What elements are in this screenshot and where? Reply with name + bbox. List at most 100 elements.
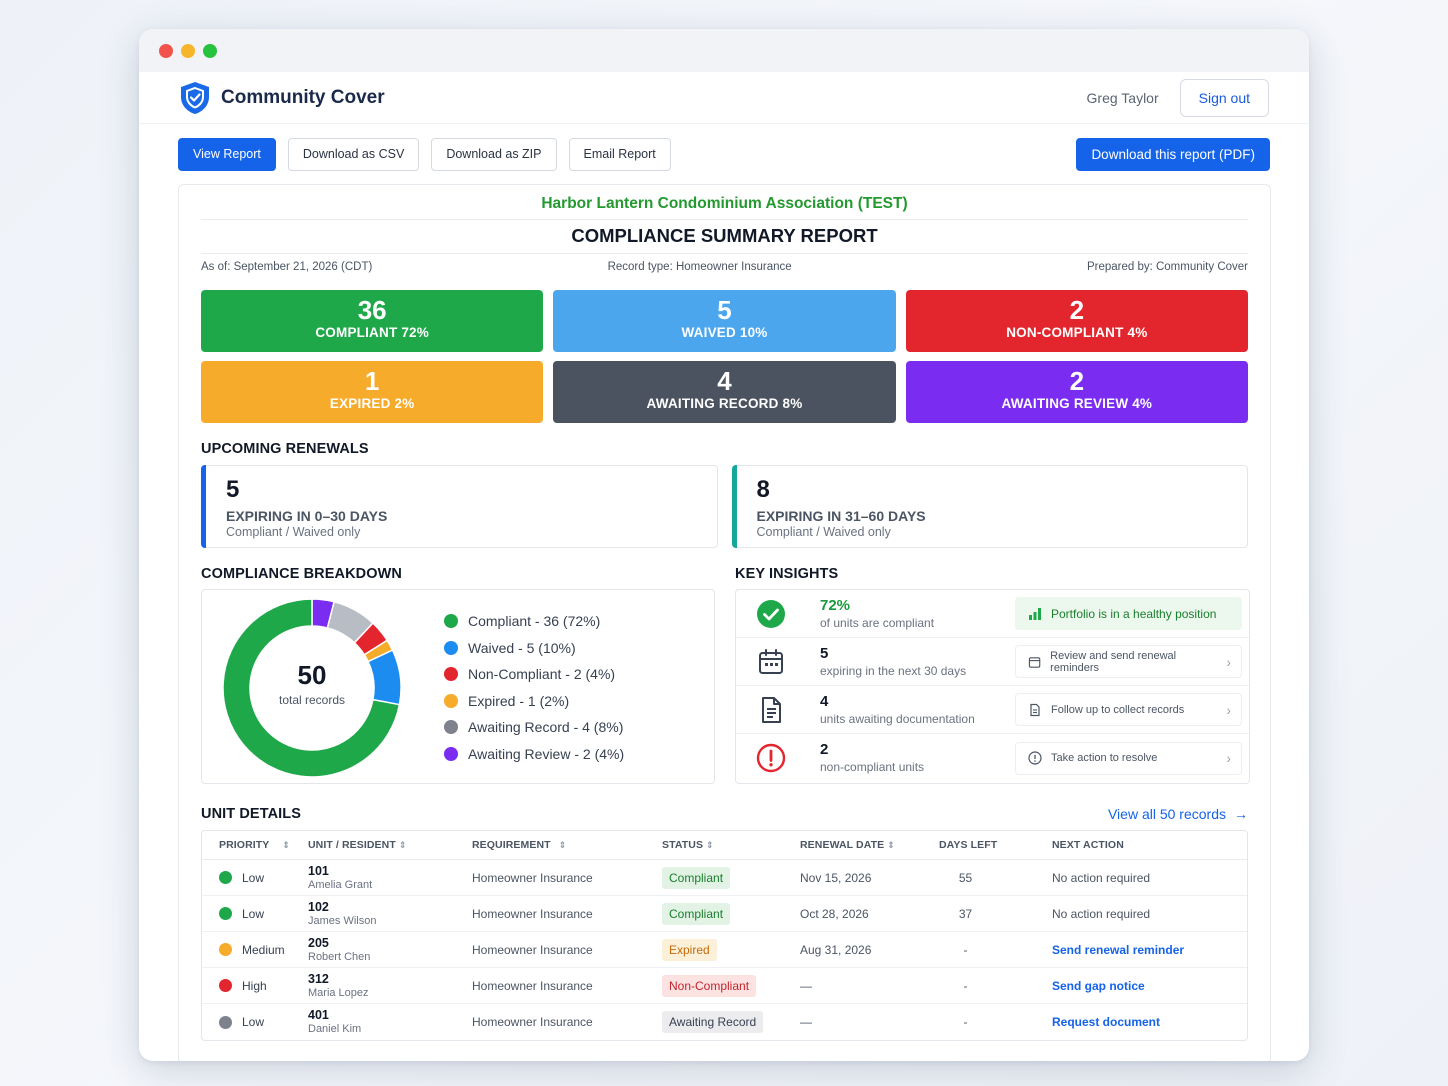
insight-desc: units awaiting documentation: [820, 711, 975, 726]
document-icon: [1030, 703, 1040, 716]
report-panel: Harbor Lantern Condominium Association (…: [178, 184, 1271, 1061]
priority-dot: [219, 907, 232, 920]
renewal-count: 5: [226, 476, 240, 503]
close-window-button[interactable]: [159, 43, 173, 58]
legend-label: Expired - 1 (2%): [468, 692, 570, 709]
legend-item: Waived - 5 (10%): [444, 635, 624, 662]
col-priority[interactable]: PRIORITY ⇕: [202, 839, 308, 851]
follow-up-records-button[interactable]: Follow up to collect records ›: [1015, 693, 1242, 726]
breakdown-card: 50 total records Compliant - 36 (72%) Wa…: [201, 589, 715, 784]
renewal-date: —: [800, 1015, 812, 1029]
unit-number: 401: [308, 1008, 329, 1022]
email-report-button[interactable]: Email Report: [568, 137, 671, 171]
send-renewal-reminder-link[interactable]: Send renewal reminder: [1052, 942, 1185, 957]
app-window: Community Cover Greg Taylor Sign out Vie…: [139, 29, 1309, 1061]
legend-item: Non-Compliant - 2 (4%): [444, 661, 624, 688]
table-row[interactable]: Low 102 James Wilson Homeowner Insurance …: [202, 896, 1247, 932]
table-row[interactable]: High 312 Maria Lopez Homeowner Insurance …: [202, 968, 1247, 1004]
stat-value: 4: [717, 366, 732, 396]
brand[interactable]: Community Cover: [179, 81, 385, 115]
legend-label: Awaiting Record - 4 (8%): [468, 719, 624, 736]
table-row[interactable]: Low 101 Amelia Grant Homeowner Insurance …: [202, 860, 1247, 896]
col-label: PRIORITY: [219, 839, 270, 851]
stat-awaiting-record[interactable]: 4 AWAITING RECORD 8%: [553, 361, 896, 423]
col-unit[interactable]: UNIT / RESIDENT ⇕: [308, 839, 472, 851]
legend-swatch: [444, 746, 458, 761]
insight-healthy-status: Portfolio is in a healthy position: [1015, 597, 1242, 630]
unit-details-header: UNIT DETAILS View all 50 records →: [201, 806, 1248, 822]
breakdown-legend: Compliant - 36 (72%) Waived - 5 (10%) No…: [444, 608, 624, 767]
col-label: RENEWAL DATE: [800, 839, 885, 851]
take-action-button[interactable]: Take action to resolve ›: [1015, 741, 1242, 775]
bar-chart-icon: [1029, 607, 1041, 620]
stat-expired[interactable]: 1 EXPIRED 2%: [201, 361, 544, 423]
maximize-window-button[interactable]: [203, 43, 217, 58]
legend-swatch: [444, 614, 458, 629]
renewal-date: Aug 31, 2026: [800, 942, 872, 957]
unit-details-table: PRIORITY ⇕ UNIT / RESIDENT ⇕ REQUIREMENT ⇕ …: [201, 830, 1248, 1041]
col-requirement[interactable]: REQUIREMENT ⇕: [472, 839, 662, 851]
download-pdf-button[interactable]: Download this report (PDF): [1076, 137, 1270, 171]
download-csv-button[interactable]: Download as CSV: [287, 137, 420, 171]
sign-out-button[interactable]: Sign out: [1179, 78, 1269, 117]
prepared-by: Prepared by: Community Cover: [1086, 261, 1248, 273]
sort-icon: ⇕: [706, 840, 714, 850]
priority-label: Medium: [242, 942, 285, 957]
col-days-left: DAYS LEFT: [939, 839, 1052, 851]
renewals-row: 5 EXPIRING IN 0–30 DAYS Compliant / Waiv…: [201, 465, 1248, 548]
table-row[interactable]: Medium 205 Robert Chen Homeowner Insuranc…: [202, 932, 1247, 968]
resident-name: Daniel Kim: [308, 1023, 362, 1035]
stat-label: AWAITING REVIEW 4%: [1001, 396, 1153, 411]
view-report-button[interactable]: View Report: [178, 137, 276, 171]
donut-total: 50: [297, 660, 327, 690]
col-label: STATUS: [662, 839, 704, 851]
renewal-card-31-60[interactable]: 8 EXPIRING IN 31–60 DAYS Compliant / Wai…: [731, 465, 1248, 548]
breakdown-insights-row: COMPLIANCE BREAKDOWN 50 total records Co…: [201, 566, 1250, 784]
legend-swatch: [444, 640, 458, 655]
request-document-link[interactable]: Request document: [1052, 1015, 1161, 1029]
download-zip-button[interactable]: Download as ZIP: [431, 137, 557, 171]
stat-awaiting-review[interactable]: 2 AWAITING REVIEW 4%: [905, 361, 1248, 423]
breakdown-section: COMPLIANCE BREAKDOWN 50 total records Co…: [201, 566, 715, 784]
renewal-card-0-30[interactable]: 5 EXPIRING IN 0–30 DAYS Compliant / Waiv…: [201, 465, 718, 548]
view-all-records-link[interactable]: View all 50 records →: [1108, 806, 1248, 822]
insight-action-label: Follow up to collect records: [1051, 703, 1185, 716]
requirement: Homeowner Insurance: [472, 870, 593, 885]
col-status[interactable]: STATUS ⇕: [662, 839, 800, 851]
insight-value: 2: [820, 741, 829, 758]
donut-slice-compliant[interactable]: [222, 598, 401, 778]
report-meta: As of: September 21, 2026 (CDT) Record t…: [201, 254, 1248, 290]
stat-non-compliant[interactable]: 2 NON-COMPLIANT 4%: [905, 290, 1248, 352]
review-renewal-reminders-button[interactable]: Review and send renewal reminders ›: [1015, 645, 1242, 678]
minimize-window-button[interactable]: [181, 43, 195, 58]
insights-card: 72% of units are compliant Portfolio is …: [735, 589, 1250, 784]
stat-label: WAIVED 10%: [681, 325, 768, 340]
legend-label: Awaiting Review - 2 (4%): [468, 745, 625, 762]
chevron-right-icon: ›: [1226, 750, 1231, 766]
col-renewal-date[interactable]: RENEWAL DATE ⇕: [800, 839, 939, 851]
report-title: COMPLIANCE SUMMARY REPORT: [201, 220, 1248, 254]
renewal-date: Nov 15, 2026: [800, 870, 872, 885]
stat-compliant[interactable]: 36 COMPLIANT 72%: [201, 290, 544, 352]
renewal-label: EXPIRING IN 31–60 DAYS: [756, 508, 926, 524]
legend-swatch: [444, 667, 458, 682]
insight-action-label: Take action to resolve: [1051, 752, 1158, 764]
unit-number: 205: [308, 935, 329, 950]
renewal-sub: Compliant / Waived only: [226, 525, 361, 539]
requirement: Homeowner Insurance: [472, 906, 593, 921]
insight-value: 4: [820, 692, 829, 710]
priority-label: High: [242, 978, 267, 993]
insight-desc: non-compliant units: [820, 760, 925, 774]
stat-value: 5: [717, 295, 732, 325]
window-titlebar: [139, 29, 1309, 72]
table-row[interactable]: Low 401 Daniel Kim Homeowner Insurance Aw…: [202, 1004, 1247, 1040]
stat-waived[interactable]: 5 WAIVED 10%: [553, 290, 896, 352]
days-left: 37: [958, 906, 973, 921]
user-name: Greg Taylor: [1086, 89, 1159, 106]
status-badge: Non-Compliant: [662, 974, 757, 997]
donut-center: 50 total records: [240, 660, 384, 707]
priority-dot: [219, 979, 232, 992]
legend-label: Compliant - 36 (72%): [468, 613, 601, 630]
stat-value: 2: [1069, 366, 1085, 396]
send-gap-notice-link[interactable]: Send gap notice: [1052, 978, 1145, 993]
